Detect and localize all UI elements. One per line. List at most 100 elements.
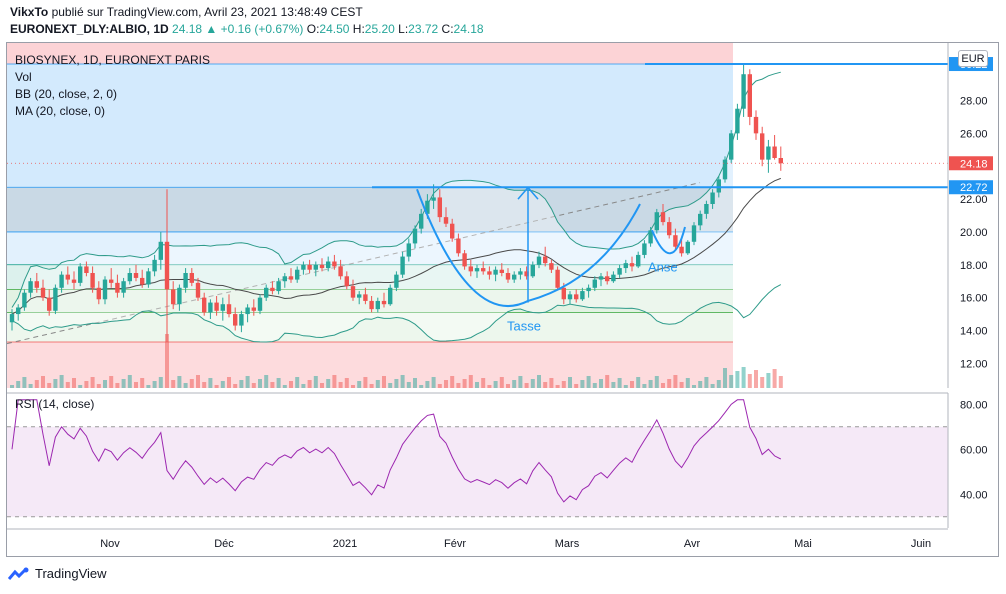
volume-bar: [506, 384, 510, 388]
time-axis-tick: Févr: [444, 538, 466, 550]
candle-body: [344, 276, 349, 287]
author-name: VikxTo: [10, 5, 49, 19]
volume-bar: [654, 376, 659, 388]
candle-body: [698, 213, 703, 226]
candle-body: [400, 256, 405, 275]
volume-bar: [586, 376, 591, 388]
volume-bar: [778, 376, 783, 388]
candle-body: [115, 282, 120, 293]
volume-bar: [512, 380, 517, 388]
volume-bar: [109, 376, 114, 388]
tradingview-logo-icon: [8, 567, 29, 580]
volume-bar: [16, 381, 21, 388]
volume-bar: [766, 373, 771, 388]
ohlc-header: EURONEXT_DLY:ALBIO, 1D 24.18 ▲ +0.16 (+0…: [10, 22, 484, 36]
volume-bar: [152, 381, 157, 388]
candle-body: [220, 304, 225, 311]
candle-body: [536, 256, 542, 265]
volume-bar: [760, 377, 765, 388]
price-axis-tick: 12.00: [960, 358, 988, 370]
candle-body: [710, 192, 715, 204]
volume-bar: [90, 377, 95, 388]
volume-bar: [754, 370, 758, 388]
volume-bar: [357, 381, 362, 388]
time-axis-tick: 2021: [333, 538, 357, 550]
volume-bar: [549, 378, 554, 388]
candle-body: [512, 274, 517, 280]
volume-bar: [419, 385, 424, 388]
candle-body: [462, 253, 467, 267]
volume-bar: [431, 377, 436, 388]
currency-badge[interactable]: EUR: [958, 50, 988, 67]
price-label-bg: [949, 156, 993, 171]
candle-body: [189, 273, 194, 283]
candle-body: [648, 230, 653, 244]
volume-bar: [543, 382, 548, 388]
candle-body: [319, 264, 325, 269]
volume-bar: [568, 377, 572, 388]
volume-bar: [636, 377, 641, 388]
candle-body: [667, 222, 672, 236]
candle-body: [177, 287, 182, 305]
candle-body: [226, 304, 232, 315]
candle-body: [357, 294, 362, 298]
tasse-label: Tasse: [507, 319, 541, 334]
volume-bar: [41, 376, 45, 388]
publish-date: publié sur TradingView.com, Avril 23, 20…: [48, 5, 363, 19]
candle-body: [617, 268, 622, 275]
volume-bar: [301, 384, 306, 388]
volume-bar: [115, 383, 120, 388]
volume-bar: [729, 375, 734, 388]
chart-frame: [6, 42, 999, 557]
time-axis-tick: Mai: [794, 538, 812, 550]
candle-body: [704, 204, 709, 214]
candle-body: [735, 108, 740, 134]
volume-bar: [406, 382, 411, 388]
volume-bar: [22, 377, 27, 388]
volume-bar: [196, 375, 200, 388]
candle-body: [636, 254, 641, 267]
candle-body: [109, 279, 114, 283]
publish-info: VikxTo publié sur TradingView.com, Avril…: [10, 5, 363, 19]
footer-brand-text: TradingView: [35, 566, 107, 581]
volume-bar: [171, 380, 176, 388]
volume-bar: [251, 383, 256, 388]
volume-bar: [524, 383, 529, 388]
candle-body: [685, 241, 690, 254]
candle-body: [40, 287, 46, 298]
volume-bar: [518, 376, 523, 388]
candle-body: [363, 294, 368, 301]
volume-bar: [574, 384, 579, 388]
candle-body: [34, 281, 39, 288]
volume-bar: [611, 382, 616, 388]
volume-bar: [623, 385, 628, 388]
rsi-band: [7, 426, 948, 517]
volume-bar: [189, 379, 194, 388]
volume-bar: [394, 379, 399, 388]
volume-bar: [437, 384, 442, 388]
volume-bar: [344, 378, 349, 388]
volume-bar: [630, 381, 634, 388]
volume-bar: [84, 381, 89, 388]
volume-bar: [382, 376, 386, 388]
candle-body: [778, 158, 783, 164]
volume-bar: [735, 371, 740, 388]
price-label-bg: [949, 180, 993, 195]
price-axis-tick: 18.00: [960, 260, 988, 272]
volume-bar: [468, 375, 473, 388]
chart-legend-title: BIOSYNEX, 1D, EURONEXT PARIS: [15, 53, 210, 67]
high-value: 25.20: [364, 22, 395, 36]
price-axis-tick: 20.00: [960, 227, 988, 239]
candle-body: [102, 279, 108, 300]
candle-body: [307, 264, 312, 270]
candle-body: [90, 273, 95, 288]
candle-body: [183, 273, 188, 288]
candle-body: [65, 274, 70, 280]
volume-bar: [375, 380, 380, 388]
candle-body: [747, 74, 752, 117]
candle-body: [691, 225, 697, 242]
price-axis-tick: 28.00: [960, 96, 988, 108]
fib-zone: [7, 312, 733, 342]
volume-bar: [642, 384, 647, 388]
